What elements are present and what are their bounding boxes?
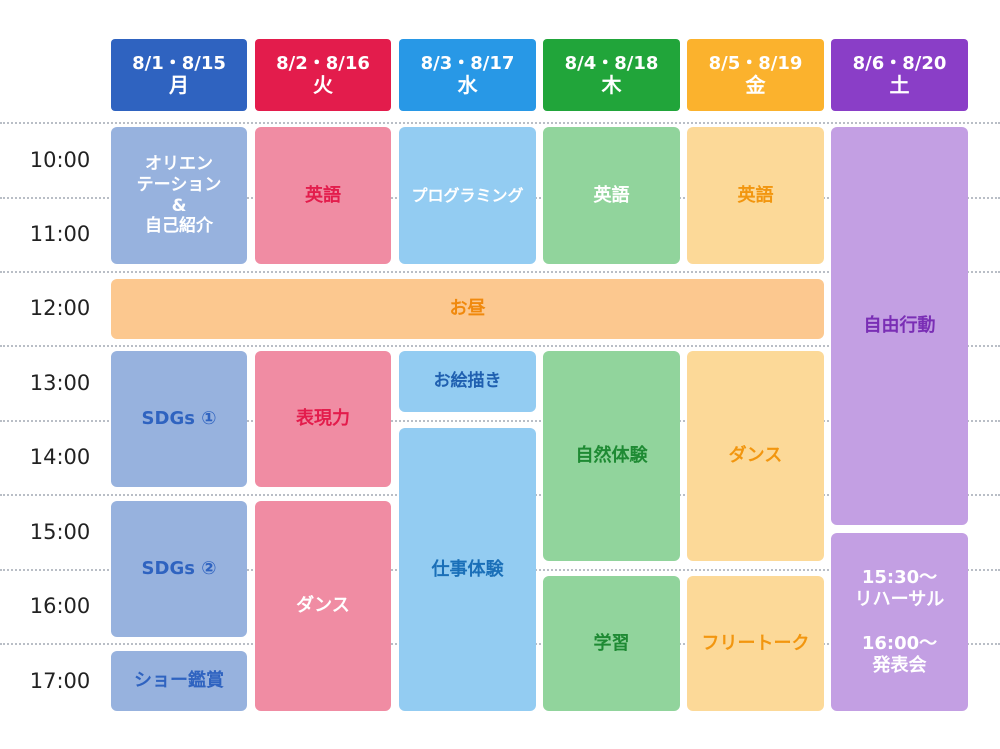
day-dates: 8/1・8/15 [132, 52, 226, 74]
event-english-thu: 英語 [543, 127, 680, 264]
event-label: プログラミング [411, 185, 524, 205]
event-label: 15:30～ リハーサル 16:00～ 発表会 [854, 567, 945, 676]
grid-line-1300 [0, 420, 1000, 422]
day-weekday: 木 [601, 72, 622, 97]
day-weekday: 金 [745, 72, 766, 97]
event-label: 自然体験 [575, 445, 648, 467]
time-label: 11:00 [29, 222, 91, 246]
day-weekday: 水 [457, 72, 478, 97]
event-study: 学習 [543, 576, 680, 711]
event-label: ダンス [728, 445, 783, 467]
event-rehearsal-presentation: 15:30～ リハーサル 16:00～ 発表会 [831, 533, 968, 711]
day-dates: 8/4・8/18 [564, 52, 659, 74]
time-label: 13:00 [29, 371, 91, 395]
event-label: オリエン テーション & 自己紹介 [136, 154, 222, 237]
time-label: 14:00 [29, 445, 91, 469]
event-label: お昼 [449, 298, 486, 320]
day-header-wed: 8/3・8/17 水 [399, 39, 536, 111]
day-dates: 8/3・8/17 [420, 52, 515, 74]
event-label: SDGs ① [141, 408, 217, 430]
event-show: ショー鑑賞 [111, 651, 247, 711]
time-label: 10:00 [29, 148, 91, 172]
day-header-fri: 8/5・8/19 金 [687, 39, 824, 111]
event-label: 学習 [593, 632, 630, 654]
event-label: 仕事体験 [431, 558, 504, 580]
event-sdgs-2: SDGs ② [111, 501, 247, 637]
day-header-sat: 8/6・8/20 土 [831, 39, 968, 111]
event-english-fri: 英語 [687, 127, 824, 264]
event-free-talk: フリートーク [687, 576, 824, 711]
day-weekday: 月 [169, 72, 189, 97]
event-programming: プログラミング [399, 127, 536, 264]
event-expression: 表現力 [255, 351, 391, 487]
event-label: ショー鑑賞 [134, 670, 224, 692]
time-label: 12:00 [29, 296, 91, 320]
event-label: フリートーク [701, 632, 810, 654]
event-free-activity: 自由行動 [831, 127, 968, 525]
event-label: 表現力 [296, 408, 350, 430]
event-label: SDGs ② [141, 558, 217, 580]
event-label: 英語 [593, 184, 630, 206]
time-label: 15:00 [29, 520, 91, 544]
event-dance-tue: ダンス [255, 501, 391, 711]
event-work-experience: 仕事体験 [399, 428, 536, 711]
event-label: 英語 [305, 184, 341, 206]
event-label: お絵描き [433, 371, 502, 392]
day-dates: 8/5・8/19 [708, 52, 803, 74]
grid-line-1000 [0, 122, 1000, 124]
event-nature: 自然体験 [543, 351, 680, 561]
grid-line-1100 [0, 271, 1000, 273]
grid-line-1200 [0, 345, 1000, 347]
day-header-tue: 8/2・8/16 火 [255, 39, 391, 111]
event-label: ダンス [296, 595, 350, 617]
event-dance-fri: ダンス [687, 351, 824, 561]
day-weekday: 火 [313, 72, 333, 97]
time-label: 17:00 [29, 669, 91, 693]
day-header-mon: 8/1・8/15 月 [111, 39, 247, 111]
day-header-thu: 8/4・8/18 木 [543, 39, 680, 111]
day-dates: 8/6・8/20 [852, 52, 947, 74]
event-orientation: オリエン テーション & 自己紹介 [111, 127, 247, 264]
day-dates: 8/2・8/16 [276, 52, 370, 74]
day-weekday: 土 [889, 72, 910, 97]
event-sdgs-1: SDGs ① [111, 351, 247, 487]
event-english-tue: 英語 [255, 127, 391, 264]
time-label: 16:00 [29, 594, 91, 618]
event-label: 自由行動 [863, 315, 936, 337]
event-drawing: お絵描き [399, 351, 536, 412]
event-lunch: お昼 [111, 279, 824, 339]
event-label: 英語 [737, 184, 774, 206]
